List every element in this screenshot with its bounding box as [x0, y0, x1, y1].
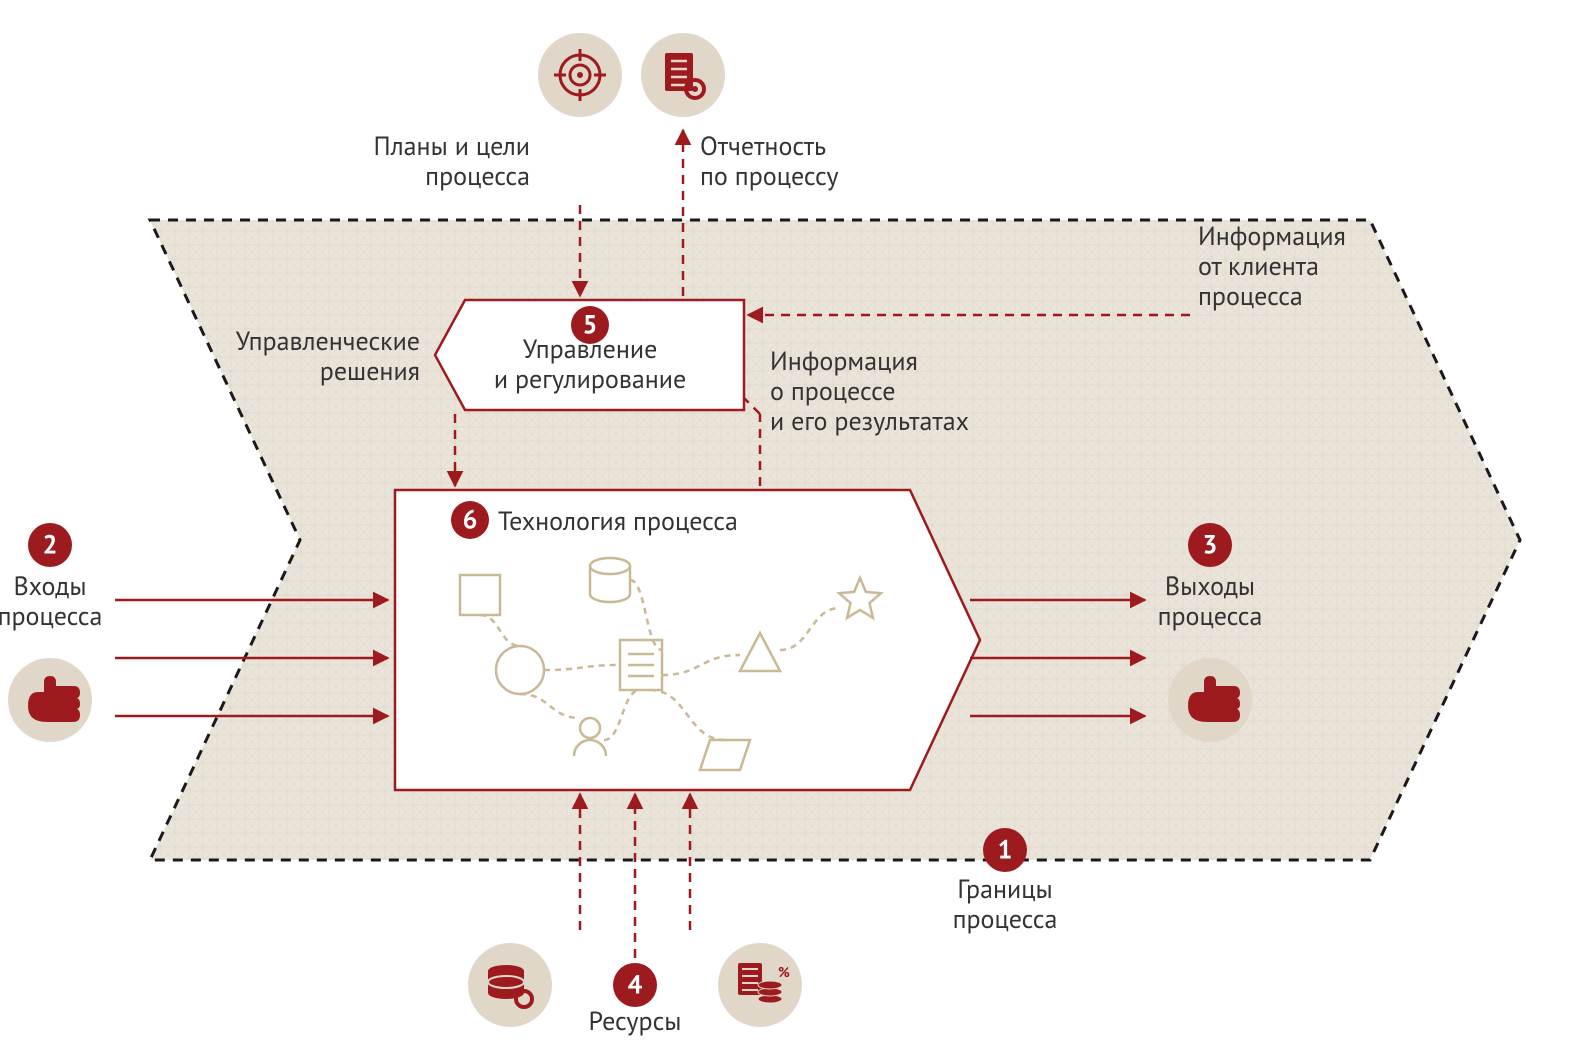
label-proc_info-1: о процессе — [770, 375, 895, 408]
label-mgmt_dec-1: решения — [320, 355, 420, 388]
svg-text:1: 1 — [998, 834, 1013, 867]
svg-text:4: 4 — [628, 969, 643, 1002]
label-reporting-1: по процессу — [700, 160, 838, 193]
svg-text:%: % — [778, 963, 790, 981]
technology-title: Технология процесса — [498, 505, 738, 538]
label-boundary-0: Границы — [957, 873, 1052, 906]
label-client_info-1: от клиента — [1198, 250, 1319, 283]
label-resources-0: Ресурсы — [589, 1005, 682, 1038]
label-proc_info-2: и его результатах — [770, 405, 969, 438]
control-title-2: и регулирование — [494, 363, 686, 396]
label-mgmt_dec-0: Управленческие — [236, 325, 420, 358]
database-gear-icon — [468, 943, 552, 1027]
hand-point-right-icon — [1168, 658, 1252, 742]
label-proc_info-0: Информация — [770, 345, 918, 378]
process-diagram: 5 Управление и регулирование 6 Технологи… — [0, 0, 1585, 1063]
label-outputs-0: Выходы — [1165, 570, 1255, 603]
control-title-1: Управление — [523, 333, 658, 366]
label-plans-1: процесса — [425, 160, 530, 193]
label-plans-0: Планы и цели — [373, 130, 530, 163]
label-outputs-1: процесса — [1158, 600, 1263, 633]
coins-percent-icon: % — [718, 943, 802, 1027]
badge-6-num: 6 — [463, 504, 478, 537]
svg-text:3: 3 — [1203, 529, 1218, 562]
label-client_info-2: процесса — [1198, 280, 1303, 313]
label-inputs-0: Входы — [13, 570, 86, 603]
label-boundary-1: процесса — [953, 903, 1058, 936]
target-icon — [538, 33, 622, 117]
label-reporting-0: Отчетность — [700, 130, 826, 163]
label-inputs-1: процесса — [0, 600, 102, 633]
label-client_info-0: Информация — [1198, 220, 1346, 253]
svg-text:2: 2 — [43, 529, 58, 562]
hand-point-right-icon — [8, 658, 92, 742]
report-gear-icon — [641, 33, 725, 117]
